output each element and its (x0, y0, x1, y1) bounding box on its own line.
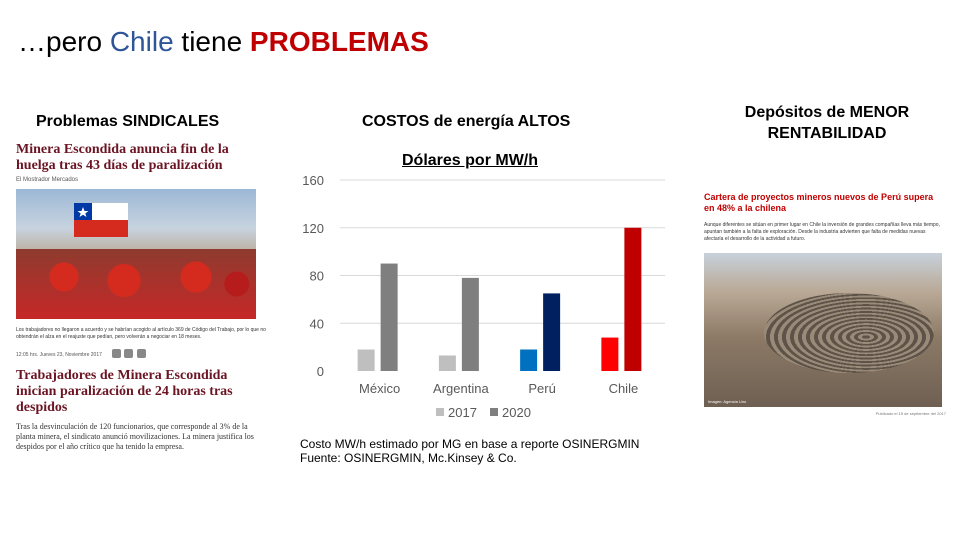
legend-label-2020: 2020 (502, 405, 531, 420)
chile-flag-icon (74, 203, 128, 237)
bar-2017-3 (601, 337, 619, 371)
bar-2020-3 (624, 227, 642, 371)
bar-2020-1 (461, 277, 479, 371)
x-tick-label-3: Chile (609, 381, 639, 396)
news-date: 12:05 hrs. Jueves 23, Noviembre 2017 (16, 351, 102, 358)
photo-credit: Imagen: Agencia Uno (708, 399, 747, 404)
y-tick-label-120: 120 (302, 221, 324, 236)
legend-label-2017: 2017 (448, 405, 477, 420)
twitter-icon[interactable] (124, 349, 134, 358)
footnote-method: Costo MW/h estimado por MG en base a rep… (300, 437, 640, 451)
google-plus-icon[interactable] (136, 349, 146, 358)
news-clipping-escondida: Minera Escondida anuncia fin de la huelg… (16, 142, 266, 472)
y-tick-label-80: 80 (310, 269, 324, 284)
chart-title: Dólares por MW/h (402, 152, 539, 169)
news-body: Tras la desvinculación de 120 funcionari… (16, 422, 254, 451)
peru-headline: Cartera de proyectos mineros nuevos de P… (704, 192, 934, 213)
heading-sindicales: Problemas SINDICALES (36, 113, 220, 130)
x-tick-label-0: México (359, 381, 400, 396)
news-source: El Mostrador Mercados (16, 177, 79, 183)
workers-crowd (16, 249, 256, 319)
bar-2017-2 (520, 349, 538, 371)
news-meta: 12:05 hrs. Jueves 23, Noviembre 2017 (16, 349, 266, 360)
slide-title: …pero Chile tiene PROBLEMAS (18, 26, 429, 57)
legend-swatch-2017 (436, 408, 444, 416)
peru-date: Publicado el 15 de septiembre del 2017 (875, 411, 946, 416)
news-clipping-peru: Cartera de proyectos mineros nuevos de P… (704, 192, 946, 422)
title-problemas: PROBLEMAS (249, 26, 429, 57)
bar-2017-1 (438, 355, 456, 371)
heading-depositos: Depósitos de MENOR RENTABILIDAD (744, 104, 910, 142)
y-tick-label-160: 160 (302, 173, 324, 188)
bar-2020-2 (543, 293, 561, 371)
y-tick-label-0: 0 (317, 364, 324, 379)
news-caption: Los trabajadores no llegaron a acuerdo y… (16, 327, 266, 340)
chart-footnote: Costo MW/h estimado por MG en base a rep… (300, 437, 639, 465)
footnote-source: Fuente: OSINERGMIN, Mc.Kinsey & Co. (300, 451, 517, 465)
legend-swatch-2020 (490, 408, 498, 416)
y-tick-label-40: 40 (310, 316, 324, 331)
strike-photo (16, 189, 256, 319)
news-headline-paralizacion: Trabajadores de Minera Escondida inician… (16, 368, 233, 415)
energy-cost-chart: 0 40 80 120 160 México Argentina Perú Chile 2017 2… (302, 173, 665, 420)
mine-pit (764, 293, 934, 373)
bar-2020-0 (380, 263, 398, 371)
title-chile: Chile (109, 26, 174, 57)
peru-body: Aunque diferentes se sitúan en primer lu… (704, 222, 940, 242)
facebook-icon[interactable] (111, 349, 121, 358)
x-tick-label-1: Argentina (433, 381, 489, 396)
news-headline-huelga: Minera Escondida anuncia fin de la huelg… (16, 142, 229, 173)
open-pit-mine-photo: Imagen: Agencia Uno (704, 253, 942, 407)
x-tick-label-2: Perú (528, 381, 555, 396)
bar-2017-0 (357, 349, 375, 371)
heading-costos: COSTOS de energía ALTOS (362, 113, 571, 130)
